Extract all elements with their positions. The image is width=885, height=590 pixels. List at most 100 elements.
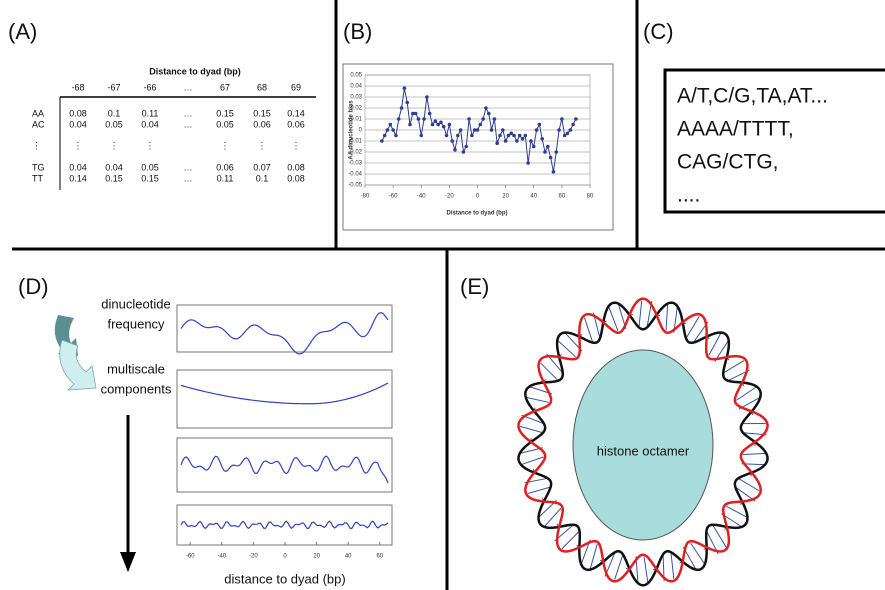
x-tick-label: 0 — [283, 554, 287, 560]
y-tick-label: -0.05 — [348, 183, 362, 189]
data-point — [495, 141, 499, 145]
data-point — [574, 117, 578, 121]
x-tick-label: 0 — [476, 194, 480, 200]
column-header: -68 — [71, 82, 84, 92]
data-point — [461, 150, 466, 154]
base-pair — [685, 315, 700, 339]
data-point — [503, 139, 508, 143]
data-point — [427, 111, 432, 116]
base-pair — [557, 339, 577, 358]
step-label: dinucleotide — [101, 296, 170, 311]
data-point — [565, 131, 570, 136]
motif-line: .... — [677, 184, 700, 207]
data-point — [512, 133, 516, 138]
data-point — [548, 155, 553, 160]
data-point — [467, 117, 471, 121]
column-header: -67 — [107, 82, 120, 92]
data-point — [498, 133, 502, 138]
table-cell: 0.1 — [256, 173, 269, 183]
y-tick-label: 0.04 — [350, 84, 362, 90]
table-cell: ⋮ — [146, 140, 155, 150]
column-header: -66 — [143, 82, 156, 92]
table-cell: 0.08 — [69, 108, 87, 118]
chart-frame — [342, 63, 614, 231]
x-tick-label: -40 — [417, 194, 426, 200]
table-cell: 0.1 — [108, 108, 121, 118]
data-point — [380, 139, 384, 143]
data-point — [517, 133, 522, 138]
table-cell: 0.15 — [253, 108, 271, 118]
base-pair — [737, 477, 760, 492]
data-point — [436, 122, 440, 127]
table-cell: 0.15 — [141, 173, 159, 183]
data-point — [492, 117, 497, 121]
table-cell: 0.05 — [141, 162, 159, 172]
data-point — [388, 122, 393, 127]
base-pair — [736, 386, 758, 401]
motif-line: CAG/CTG, — [677, 151, 779, 174]
data-point — [534, 128, 539, 132]
table-cell: 0.06 — [253, 119, 271, 129]
table-cell: 0.04 — [69, 162, 87, 172]
data-point — [520, 137, 525, 141]
step-label: components — [101, 381, 172, 396]
base-pair — [722, 360, 745, 374]
component-curve — [180, 520, 389, 530]
subplot-frame — [176, 304, 393, 353]
table-cell: … — [184, 119, 193, 129]
data-point — [405, 100, 409, 105]
table-cell: 0.11 — [217, 173, 234, 183]
base-pair — [525, 396, 549, 403]
base-pair — [690, 542, 706, 565]
panel-label: (A) — [8, 19, 37, 44]
x-tick-label: -80 — [361, 194, 370, 200]
data-point — [470, 133, 474, 138]
core-label: histone octamer — [597, 443, 690, 458]
data-point — [394, 133, 398, 138]
data-point — [433, 119, 438, 123]
data-point — [450, 139, 454, 143]
panel-label: (E) — [460, 274, 489, 299]
x-tick-label: 20 — [313, 554, 320, 560]
base-pair — [589, 543, 598, 570]
base-pair — [665, 303, 669, 331]
row-header: AA — [32, 108, 44, 118]
data-point — [413, 111, 418, 116]
data-point — [540, 137, 544, 141]
data-point — [484, 106, 488, 110]
table-cell: … — [184, 162, 193, 172]
data-point — [489, 128, 494, 132]
x-tick-label: -20 — [249, 554, 258, 560]
column-header: 67 — [220, 82, 230, 92]
data-point — [453, 148, 457, 152]
table-cell: ⋮ — [258, 140, 267, 150]
row-header: ⋮ — [32, 140, 41, 150]
base-pair — [670, 552, 675, 579]
data-point — [458, 128, 463, 132]
panel-label: (D) — [18, 274, 49, 299]
base-pair — [520, 456, 544, 466]
data-point — [441, 124, 446, 129]
subplot-frame — [176, 369, 393, 429]
data-point — [444, 133, 449, 138]
data-point — [408, 122, 412, 127]
table-cell: 0.15 — [216, 108, 234, 118]
data-point — [464, 144, 469, 149]
data-point — [554, 150, 559, 154]
table-cell: 0.04 — [105, 162, 123, 172]
base-pair — [543, 507, 562, 528]
data-point — [447, 122, 452, 127]
data-point — [396, 117, 401, 121]
data-point — [531, 144, 536, 149]
y-tick-label: -0.03 — [348, 161, 362, 167]
table-title: Distance to dyad (bp) — [149, 66, 241, 76]
x-tick-label: 20 — [502, 194, 509, 200]
data-point — [486, 111, 491, 116]
x-tick-label: -40 — [217, 554, 226, 560]
base-pair — [614, 554, 624, 580]
y-tick-label: 0 — [359, 128, 363, 134]
table-cell: 0.04 — [69, 119, 87, 129]
subplot-frame — [176, 437, 393, 493]
arrow-head — [120, 552, 136, 572]
